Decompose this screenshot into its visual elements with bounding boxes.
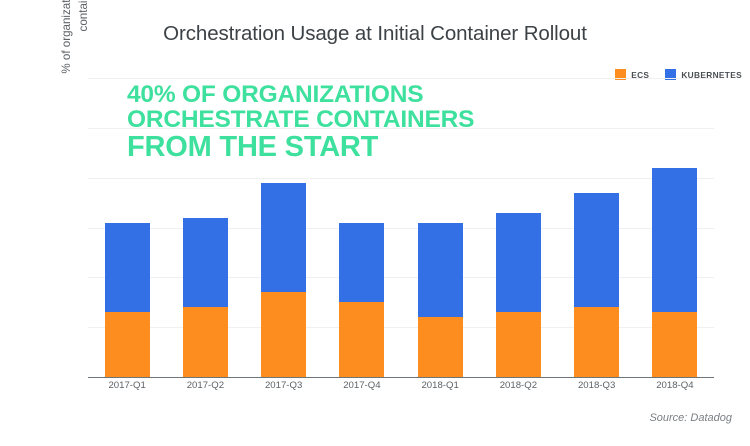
plot-area: 0102030405060 2017-Q12017-Q22017-Q32017-…	[60, 0, 714, 391]
x-tick-label: 2017-Q2	[186, 380, 225, 391]
x-tick-label: 2018-Q3	[577, 380, 616, 391]
bar-segment-ecs[interactable]	[495, 312, 541, 377]
gridline	[88, 327, 714, 329]
legend-label-kubernetes: KUBERNETES	[681, 69, 742, 80]
annotation-line-3: FROM THE START	[127, 131, 379, 163]
gridline	[88, 277, 714, 279]
bar-segment-kubernetes[interactable]	[495, 212, 541, 313]
legend-swatch-ecs	[615, 69, 627, 80]
gridline	[88, 227, 714, 229]
y-axis-title-line-1: % of organizations orchestrating initial	[58, 0, 75, 126]
bar-segment-ecs[interactable]	[182, 307, 228, 377]
annotation-line-2: ORCHESTRATE CONTAINERS	[127, 106, 475, 133]
x-tick-label: 2017-Q1	[108, 380, 146, 391]
bar-segment-kubernetes[interactable]	[574, 192, 620, 308]
bar-segment-kubernetes[interactable]	[261, 182, 307, 293]
x-tick-label: 2018-Q4	[656, 380, 694, 391]
bar-segment-ecs[interactable]	[104, 312, 150, 377]
bar-segment-ecs[interactable]	[652, 312, 698, 377]
gridline	[88, 78, 714, 79]
legend-item-ecs[interactable]: ECS	[615, 69, 649, 80]
legend-label-ecs: ECS	[631, 69, 650, 80]
chart-title: Orchestration Usage at Initial Container…	[163, 22, 587, 45]
gridline	[88, 177, 714, 179]
x-tick-label: 2018-Q1	[421, 380, 459, 391]
annotation-callout: 40% OF ORGANIZATIONS ORCHESTRATE CONTAIN…	[127, 82, 474, 163]
legend-swatch-kubernetes	[665, 69, 677, 80]
bar-segment-kubernetes[interactable]	[417, 222, 463, 318]
gridline	[88, 127, 714, 129]
bar-segment-ecs[interactable]	[339, 302, 385, 377]
bar-segment-ecs[interactable]	[417, 317, 463, 377]
bar-segment-kubernetes[interactable]	[339, 222, 385, 303]
y-axis-title: % of organizations orchestrating initial…	[58, 0, 92, 126]
source-attribution: Source: Datadog	[649, 412, 732, 424]
x-axis-baseline	[88, 376, 714, 378]
bar-segment-kubernetes[interactable]	[182, 217, 228, 308]
bar-segment-kubernetes[interactable]	[104, 222, 150, 313]
x-tick-label: 2017-Q3	[264, 380, 303, 391]
x-tick-label: 2017-Q4	[343, 380, 381, 391]
annotation-line-1: 40% OF ORGANIZATIONS	[127, 81, 424, 108]
bar-segment-ecs[interactable]	[574, 307, 620, 377]
chart-legend: ECS KUBERNETES	[615, 69, 742, 80]
x-tick-label: 2018-Q2	[499, 380, 538, 391]
bar-segment-kubernetes[interactable]	[652, 167, 698, 313]
y-axis-title-line-2: container deployment	[75, 0, 92, 126]
legend-item-kubernetes[interactable]: KUBERNETES	[665, 69, 742, 80]
bar-segment-ecs[interactable]	[261, 292, 307, 377]
bar-series-group	[88, 78, 714, 377]
